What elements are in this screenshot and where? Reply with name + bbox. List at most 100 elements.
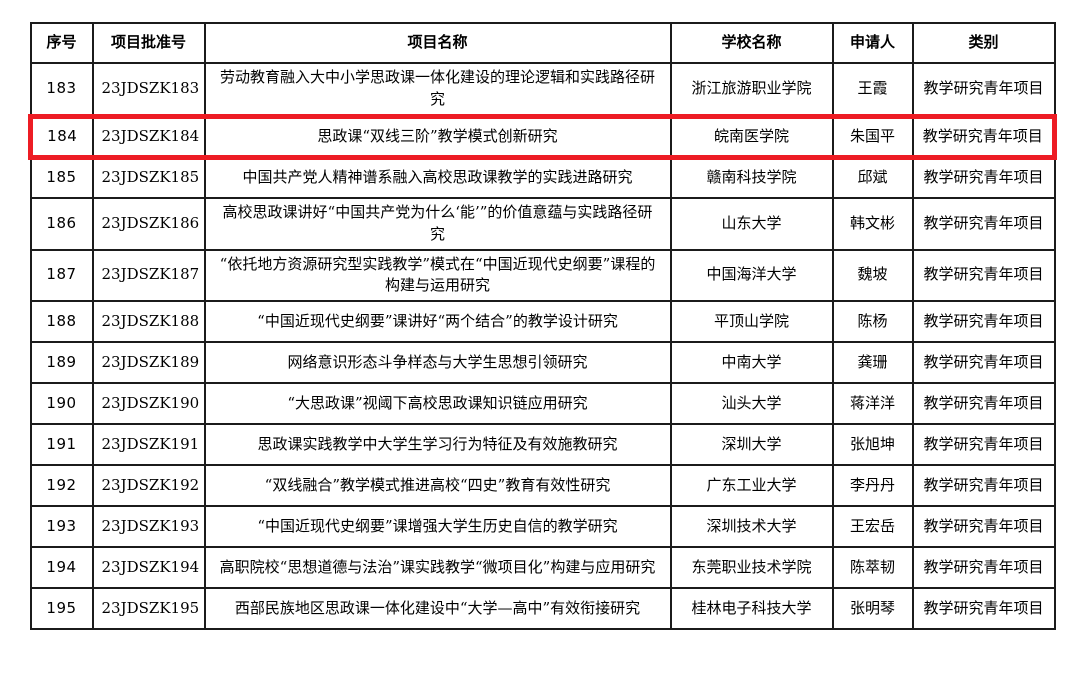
cell-school: 深圳技术大学	[669, 505, 834, 548]
cell-title: “双线融合”教学模式推进高校“四史”教育有效性研究	[203, 464, 672, 507]
cell-applicant: 张旭坤	[831, 423, 914, 466]
cell-category: 教学研究青年项目	[911, 505, 1056, 548]
cell-applicant: 朱国平	[831, 113, 914, 160]
table-row: 187 23JDSZK187 “依托地方资源研究型实践教学”模式在“中国近现代史…	[29, 248, 1056, 302]
column-header-grant-no: 项目批准号	[91, 22, 206, 64]
cell-applicant: 魏坡	[831, 248, 914, 302]
column-header-seq: 序号	[29, 22, 94, 64]
cell-title: “中国近现代史纲要”课讲好“两个结合”的教学设计研究	[203, 300, 672, 343]
cell-title: 网络意识形态斗争样态与大学生思想引领研究	[203, 341, 672, 384]
cell-title: “依托地方资源研究型实践教学”模式在“中国近现代史纲要”课程的构建与运用研究	[203, 248, 672, 302]
cell-grant-no: 23JDSZK195	[91, 587, 206, 630]
cell-seq: 185	[29, 156, 94, 199]
cell-title: 劳动教育融入大中小学思政课一体化建设的理论逻辑和实践路径研究	[203, 62, 672, 117]
cell-grant-no: 23JDSZK190	[91, 382, 206, 425]
grant-project-table: 序号 项目批准号 项目名称 学校名称 申请人 类别 183 23JDSZK183…	[28, 22, 1057, 630]
header-row: 序号 项目批准号 项目名称 学校名称 申请人 类别	[29, 22, 1056, 64]
cell-title: 思政课实践教学中大学生学习行为特征及有效施教研究	[203, 423, 672, 466]
table-row: 185 23JDSZK185 中国共产党人精神谱系融入高校思政课教学的实践进路研…	[29, 156, 1056, 199]
cell-applicant: 邱斌	[831, 156, 914, 199]
cell-applicant: 陈萃韧	[831, 546, 914, 589]
cell-title: 中国共产党人精神谱系融入高校思政课教学的实践进路研究	[203, 156, 672, 199]
cell-applicant: 王霞	[831, 62, 914, 117]
cell-seq: 194	[29, 546, 94, 589]
cell-category: 教学研究青年项目	[911, 587, 1056, 630]
cell-grant-no: 23JDSZK186	[91, 197, 206, 251]
cell-school: 山东大学	[669, 197, 834, 251]
cell-grant-no: 23JDSZK184	[91, 113, 206, 160]
column-header-applicant: 申请人	[831, 22, 914, 64]
cell-seq: 195	[29, 587, 94, 630]
cell-title: 西部民族地区思政课一体化建设中“大学—高中”有效衔接研究	[203, 587, 672, 630]
table-row-highlighted: 184 23JDSZK184 思政课“双线三阶”教学模式创新研究 皖南医学院 朱…	[28, 113, 1057, 160]
cell-seq: 191	[29, 423, 94, 466]
cell-seq: 183	[29, 62, 94, 117]
cell-category: 教学研究青年项目	[911, 197, 1056, 251]
table-header: 序号 项目批准号 项目名称 学校名称 申请人 类别	[29, 22, 1056, 64]
cell-school: 东莞职业技术学院	[669, 546, 834, 589]
cell-school: 中南大学	[669, 341, 834, 384]
cell-category: 教学研究青年项目	[911, 62, 1056, 117]
cell-seq: 193	[29, 505, 94, 548]
cell-grant-no: 23JDSZK183	[91, 62, 206, 117]
table-row: 193 23JDSZK193 “中国近现代史纲要”课增强大学生历史自信的教学研究…	[29, 505, 1056, 548]
cell-school: 皖南医学院	[669, 113, 834, 160]
cell-school: 汕头大学	[669, 382, 834, 425]
cell-school: 浙江旅游职业学院	[669, 62, 834, 117]
cell-school: 桂林电子科技大学	[669, 587, 834, 630]
table-row: 190 23JDSZK190 “大思政课”视阈下高校思政课知识链应用研究 汕头大…	[29, 382, 1056, 425]
cell-category: 教学研究青年项目	[911, 300, 1056, 343]
cell-applicant: 蒋洋洋	[831, 382, 914, 425]
cell-category: 教学研究青年项目	[911, 113, 1057, 160]
table-row: 194 23JDSZK194 高职院校“思想道德与法治”课实践教学“微项目化”构…	[29, 546, 1056, 589]
cell-seq: 190	[29, 382, 94, 425]
cell-seq: 188	[29, 300, 94, 343]
table-row: 189 23JDSZK189 网络意识形态斗争样态与大学生思想引领研究 中南大学…	[29, 341, 1056, 384]
cell-category: 教学研究青年项目	[911, 546, 1056, 589]
cell-school: 深圳大学	[669, 423, 834, 466]
table-body: 183 23JDSZK183 劳动教育融入大中小学思政课一体化建设的理论逻辑和实…	[28, 62, 1057, 630]
cell-school: 广东工业大学	[669, 464, 834, 507]
cell-school: 中国海洋大学	[669, 248, 834, 302]
cell-grant-no: 23JDSZK187	[91, 248, 206, 302]
cell-title: 高职院校“思想道德与法治”课实践教学“微项目化”构建与应用研究	[203, 546, 672, 589]
cell-seq: 187	[29, 248, 94, 302]
cell-category: 教学研究青年项目	[911, 248, 1056, 302]
cell-school: 赣南科技学院	[669, 156, 834, 199]
cell-seq: 186	[29, 197, 94, 251]
cell-title: “中国近现代史纲要”课增强大学生历史自信的教学研究	[203, 505, 672, 548]
table-row: 195 23JDSZK195 西部民族地区思政课一体化建设中“大学—高中”有效衔…	[29, 587, 1056, 630]
column-header-title: 项目名称	[203, 22, 672, 64]
cell-category: 教学研究青年项目	[911, 423, 1056, 466]
column-header-school: 学校名称	[669, 22, 834, 64]
cell-grant-no: 23JDSZK192	[91, 464, 206, 507]
cell-applicant: 陈杨	[831, 300, 914, 343]
cell-grant-no: 23JDSZK191	[91, 423, 206, 466]
cell-title: 思政课“双线三阶”教学模式创新研究	[203, 113, 672, 160]
cell-seq: 192	[29, 464, 94, 507]
cell-grant-no: 23JDSZK193	[91, 505, 206, 548]
cell-category: 教学研究青年项目	[911, 382, 1056, 425]
cell-applicant: 龚珊	[831, 341, 914, 384]
cell-grant-no: 23JDSZK185	[91, 156, 206, 199]
column-header-category: 类别	[911, 22, 1056, 64]
cell-title: “大思政课”视阈下高校思政课知识链应用研究	[203, 382, 672, 425]
cell-seq: 189	[29, 341, 94, 384]
cell-category: 教学研究青年项目	[911, 464, 1056, 507]
table-row: 192 23JDSZK192 “双线融合”教学模式推进高校“四史”教育有效性研究…	[29, 464, 1056, 507]
cell-applicant: 张明琴	[831, 587, 914, 630]
table-row: 188 23JDSZK188 “中国近现代史纲要”课讲好“两个结合”的教学设计研…	[29, 300, 1056, 343]
table-row: 186 23JDSZK186 高校思政课讲好“中国共产党为什么‘能’”的价值意蕴…	[29, 197, 1056, 251]
cell-category: 教学研究青年项目	[911, 156, 1056, 199]
cell-school: 平顶山学院	[669, 300, 834, 343]
cell-applicant: 韩文彬	[831, 197, 914, 251]
cell-grant-no: 23JDSZK188	[91, 300, 206, 343]
cell-category: 教学研究青年项目	[911, 341, 1056, 384]
cell-title: 高校思政课讲好“中国共产党为什么‘能’”的价值意蕴与实践路径研究	[203, 197, 672, 251]
cell-grant-no: 23JDSZK189	[91, 341, 206, 384]
cell-seq: 184	[28, 113, 94, 160]
table-row: 183 23JDSZK183 劳动教育融入大中小学思政课一体化建设的理论逻辑和实…	[29, 62, 1056, 117]
table-row: 191 23JDSZK191 思政课实践教学中大学生学习行为特征及有效施教研究 …	[29, 423, 1056, 466]
cell-applicant: 李丹丹	[831, 464, 914, 507]
